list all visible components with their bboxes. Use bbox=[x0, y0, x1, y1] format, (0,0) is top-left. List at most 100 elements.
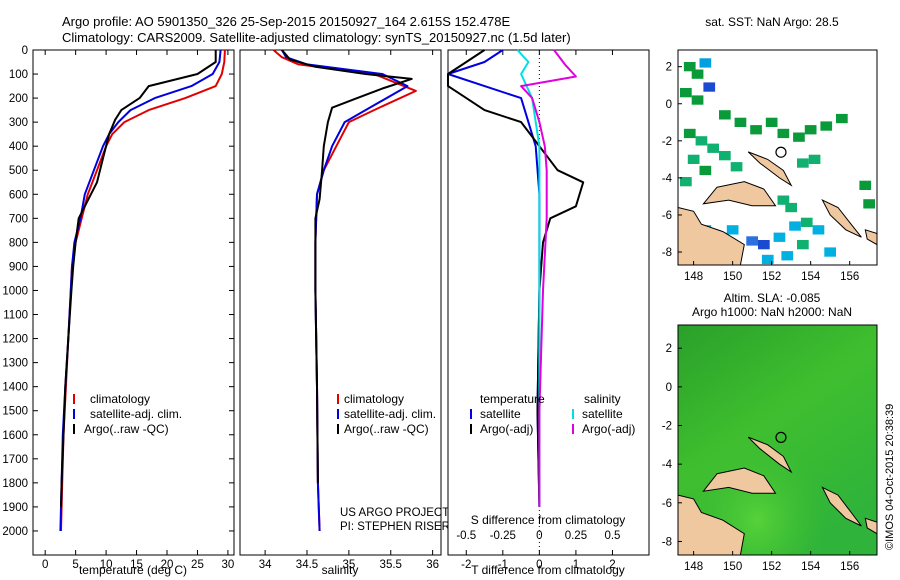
argo-location-marker bbox=[775, 146, 787, 158]
sla-map-frame bbox=[677, 324, 878, 556]
s-difference-ticks: -0.5 -0.25 0 0.25 0.5 bbox=[456, 530, 620, 542]
sst-pixel-37 bbox=[800, 217, 813, 227]
legend-climatology: climatology bbox=[90, 392, 150, 406]
sla-map-axes: 148 150 152 154 156 2 0 -2 -4 -6 -8 bbox=[662, 343, 860, 573]
x-tick-label: 20 bbox=[161, 559, 174, 571]
land-island-1 bbox=[747, 151, 793, 187]
depth-tick-label: 1200 bbox=[2, 334, 28, 346]
map-y-tick-label: 0 bbox=[666, 382, 672, 394]
sst-pixel-2 bbox=[699, 58, 712, 68]
sst-pixel-34 bbox=[758, 240, 770, 250]
sst-pixel-19 bbox=[730, 162, 743, 172]
difference-plot-frame bbox=[447, 49, 650, 556]
series-line-1 bbox=[447, 49, 585, 507]
sst-map-panel: sat. SST: NaN Argo: 28.5 148 150 152 154 156… bbox=[662, 15, 878, 283]
x-tick-label: 10 bbox=[100, 559, 113, 571]
legend-temperature-title: temperature bbox=[480, 392, 545, 406]
s-difference-label: S difference from climatology bbox=[471, 513, 626, 527]
sst-pixel-0 bbox=[683, 62, 696, 72]
sst-pixel-45 bbox=[797, 240, 809, 250]
land-island-0 bbox=[702, 181, 777, 207]
land-island-2 bbox=[821, 486, 862, 527]
pi-label: PI: STEPHEN RISER bbox=[340, 521, 450, 533]
sst-map-frame bbox=[677, 49, 878, 266]
sst-pixel-5 bbox=[691, 95, 704, 105]
figure-title-line2: Climatology: CARS2009. Satellite-adjuste… bbox=[62, 30, 571, 45]
depth-tick-label: 1400 bbox=[2, 382, 28, 394]
salinity-plot-frame bbox=[239, 49, 442, 556]
depth-tick-label: 500 bbox=[9, 165, 28, 177]
sst-pixel-27 bbox=[777, 195, 790, 205]
legend-sal-satellite: satellite bbox=[582, 407, 623, 421]
sst-pixel-23 bbox=[797, 158, 809, 168]
depth-tick-label: 1900 bbox=[2, 502, 28, 514]
sst-pixel-16 bbox=[695, 136, 708, 146]
map-x-tick-label: 156 bbox=[840, 271, 859, 283]
sst-pixel-15 bbox=[683, 128, 696, 139]
x-tick-label: 34 bbox=[259, 559, 272, 571]
series-line-2 bbox=[60, 50, 217, 507]
depth-tick-label: 200 bbox=[9, 93, 28, 105]
sst-pixel-35 bbox=[773, 232, 786, 242]
salinity-legend: climatology satellite-adj. clim. Argo(..… bbox=[337, 392, 436, 436]
sst-pixel-20 bbox=[687, 154, 700, 164]
depth-tick-label: 900 bbox=[9, 261, 28, 273]
sst-pixel-43 bbox=[761, 254, 774, 265]
sla-map-panel: Altim. SLA: -0.085 Argo h1000: NaN h2000… bbox=[662, 291, 878, 573]
x-tick-label: 36 bbox=[426, 559, 439, 571]
map-y-tick-label: -4 bbox=[662, 459, 673, 471]
temperature-x-label: temperature (deg C) bbox=[79, 563, 187, 577]
x-tick-label: 1 bbox=[573, 559, 579, 571]
sst-pixel-6 bbox=[719, 110, 731, 120]
sst-pixel-25 bbox=[859, 180, 872, 190]
salinity-x-axis: 34 34.5 35 35.5 36 bbox=[259, 50, 439, 571]
difference-panel: -2 -1 0 1 2 temperature satellite Argo(-adj)… bbox=[447, 49, 650, 577]
temperature-x-axis: 0 5 10 15 20 25 30 bbox=[42, 50, 234, 571]
sst-pixel-32 bbox=[726, 225, 739, 235]
depth-tick-label: 100 bbox=[9, 69, 28, 81]
map-x-tick-label: 154 bbox=[801, 561, 821, 573]
series-line-3 bbox=[520, 49, 577, 507]
x-tick-label: -2 bbox=[461, 559, 471, 571]
x-tick-label: 30 bbox=[222, 559, 235, 571]
figure-title-line1: Argo profile: AO 5901350_326 25-Sep-2015… bbox=[62, 14, 511, 29]
x-tick-label: 35 bbox=[342, 559, 355, 571]
legend-salinity-title: salinity bbox=[584, 392, 621, 406]
sst-pixel-13 bbox=[820, 121, 833, 131]
x-tick-label: 15 bbox=[130, 559, 143, 571]
map-y-tick-label: -2 bbox=[662, 136, 672, 148]
map-y-tick-label: 2 bbox=[666, 62, 672, 74]
sst-pixel-8 bbox=[750, 125, 762, 135]
depth-tick-label: 700 bbox=[9, 213, 28, 225]
depth-tick-label: 1500 bbox=[2, 406, 28, 418]
sst-pixel-18 bbox=[719, 151, 731, 161]
argo-location-marker bbox=[775, 431, 787, 443]
s-diff-tick-label: 0.25 bbox=[565, 530, 587, 542]
depth-tick-label: 1300 bbox=[2, 358, 28, 370]
legend-sal-argo: Argo(-adj) bbox=[582, 422, 635, 436]
sst-map-axes: 148 150 152 154 156 2 0 -2 -4 -6 -8 bbox=[662, 62, 860, 283]
difference-x-axis: -2 -1 0 1 2 bbox=[461, 50, 616, 571]
depth-tick-label: 1700 bbox=[2, 454, 28, 466]
map-x-tick-label: 154 bbox=[801, 271, 821, 283]
sst-map-title: sat. SST: NaN Argo: 28.5 bbox=[705, 15, 839, 29]
land-island-0 bbox=[702, 467, 777, 494]
land-island-1 bbox=[747, 436, 793, 474]
depth-tick-label: 300 bbox=[9, 117, 28, 129]
temperature-plot-frame bbox=[32, 49, 235, 556]
legend-argo: Argo(..raw -QC) bbox=[344, 422, 429, 436]
depth-tick-label: 800 bbox=[9, 237, 28, 249]
temperature-legend: climatology satellite-adj. clim. Argo(..… bbox=[73, 392, 182, 436]
imos-timestamp: ©IMOS 04-Oct-2015 20:38:39 bbox=[884, 404, 896, 550]
depth-tick-label: 1100 bbox=[3, 310, 28, 322]
map-y-tick-label: -2 bbox=[662, 421, 672, 433]
sst-pixel-10 bbox=[777, 128, 790, 139]
sst-pixel-22 bbox=[680, 177, 692, 187]
sst-pixel-26 bbox=[863, 199, 875, 209]
map-x-tick-label: 150 bbox=[723, 561, 742, 573]
legend-satellite: satellite-adj. clim. bbox=[90, 407, 182, 421]
map-x-tick-label: 148 bbox=[684, 561, 703, 573]
depth-tick-label: 1600 bbox=[2, 430, 28, 442]
map-x-tick-label: 152 bbox=[762, 561, 781, 573]
sst-pixel-14 bbox=[836, 113, 848, 124]
